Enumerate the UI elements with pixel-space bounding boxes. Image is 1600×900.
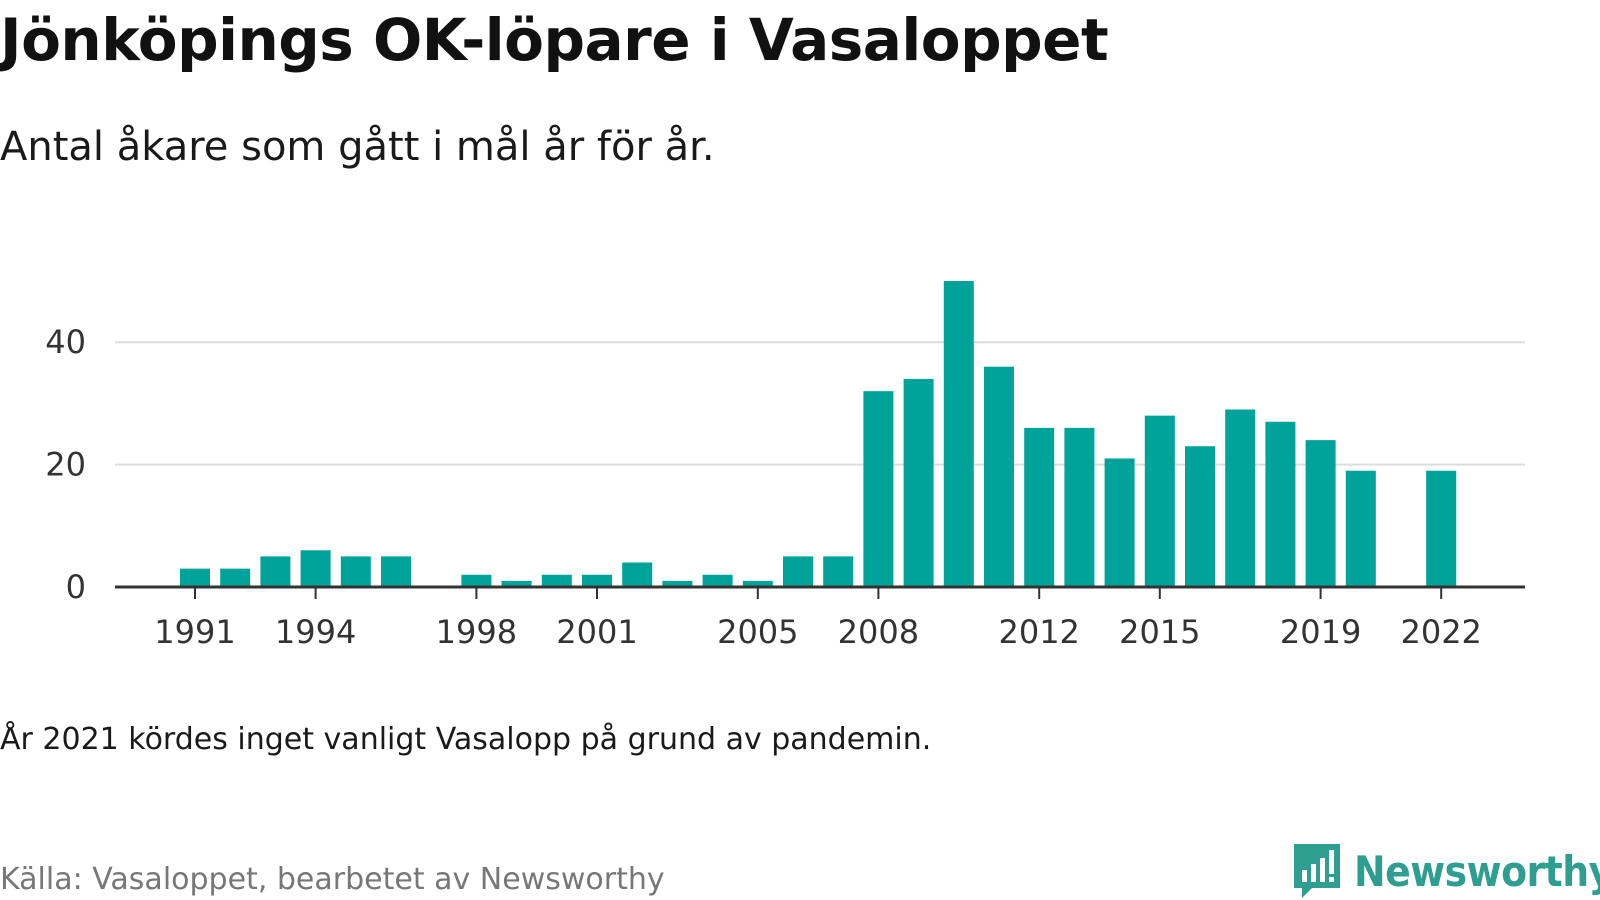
bar-2011 xyxy=(984,366,1014,587)
x-axis xyxy=(115,585,1525,599)
bar-2004 xyxy=(702,574,733,587)
brand-name: Newsworthy xyxy=(1354,846,1600,896)
bar-2007 xyxy=(823,556,854,587)
bar-2003 xyxy=(662,580,693,587)
bar-1995 xyxy=(340,556,371,587)
bar-2000 xyxy=(541,574,572,587)
x-tick-label: 2001 xyxy=(556,613,637,651)
x-tick-label: 2015 xyxy=(1119,613,1200,651)
y-tick-label: 0 xyxy=(66,568,86,606)
x-tick-label: 1998 xyxy=(436,613,517,651)
bar-2016 xyxy=(1185,446,1215,587)
chart-note: År 2021 kördes inget vanligt Vasalopp på… xyxy=(0,722,932,757)
bar-2009 xyxy=(903,378,934,587)
x-axis-ticks: 1991 1994 1998 2001 2005 2008 2012 2015 2019 2022 xyxy=(154,613,1482,651)
bar-2013 xyxy=(1064,427,1095,587)
brand-logo[interactable]: Newsworthy xyxy=(1292,842,1600,900)
bar-2015 xyxy=(1144,415,1175,587)
bar-1999 xyxy=(501,580,532,587)
bar-1996 xyxy=(381,556,411,587)
bars xyxy=(180,281,1457,587)
y-axis-ticks: 0 20 40 xyxy=(45,323,86,606)
chart-subtitle: Antal åkare som gått i mål år för år. xyxy=(0,124,715,170)
bar-2018 xyxy=(1265,421,1296,587)
bar-2022 xyxy=(1426,470,1457,587)
bar-2019 xyxy=(1305,440,1336,587)
x-tick-label: 2008 xyxy=(838,613,919,651)
newsworthy-logo-icon xyxy=(1294,844,1340,898)
x-tick-label: 2022 xyxy=(1400,613,1481,651)
y-tick-label: 20 xyxy=(45,446,86,484)
bar-2002 xyxy=(622,562,653,587)
bar-chart: 0 20 40 1991 1994 1998 2001 2005 2008 2012 2015 20… xyxy=(45,281,1525,651)
bar-2020 xyxy=(1345,470,1376,587)
bar-2014 xyxy=(1104,458,1135,587)
bar-2001 xyxy=(582,574,612,587)
bar-2006 xyxy=(783,556,813,587)
bar-2010 xyxy=(943,281,974,587)
bar-2008 xyxy=(863,391,894,587)
bar-1993 xyxy=(260,556,291,587)
bar-1992 xyxy=(220,568,251,587)
x-tick-label: 2012 xyxy=(998,613,1079,651)
bar-1998 xyxy=(461,574,492,587)
x-tick-label: 1991 xyxy=(154,613,235,651)
y-tick-label: 40 xyxy=(45,323,86,361)
x-tick-label: 1994 xyxy=(275,613,356,651)
x-tick-label: 2005 xyxy=(717,613,798,651)
chart-title: Jönköpings OK-löpare i Vasaloppet xyxy=(0,6,1109,74)
bar-2017 xyxy=(1225,409,1256,587)
bar-1994 xyxy=(300,550,331,587)
source-credit: Källa: Vasaloppet, bearbetet av Newswort… xyxy=(0,862,665,897)
bar-1991 xyxy=(180,568,210,587)
bar-2012 xyxy=(1024,427,1055,587)
x-tick-label: 2019 xyxy=(1280,613,1361,651)
bar-2005 xyxy=(742,580,773,587)
